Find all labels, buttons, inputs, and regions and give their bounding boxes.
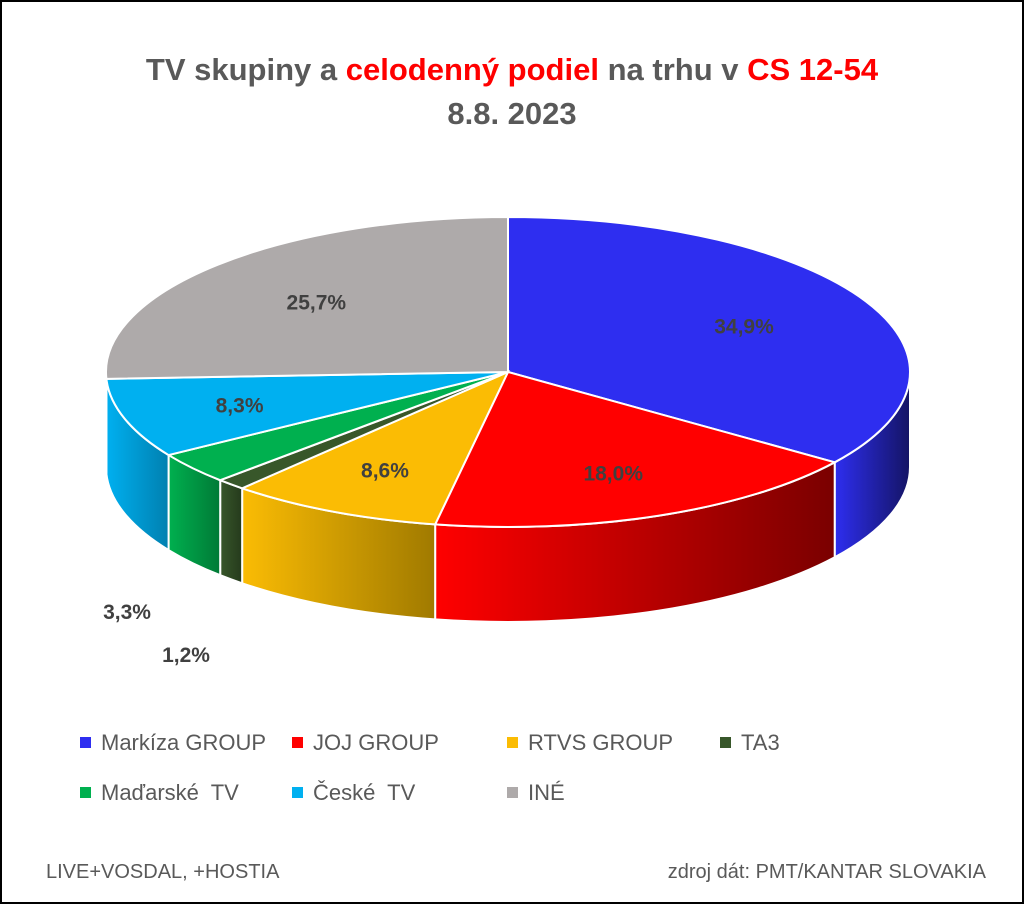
pie-slice-ceske-tv	[105, 371, 509, 457]
footer-source: zdroj dát: PMT/KANTAR SLOVAKIA	[667, 861, 986, 883]
pie-sides	[105, 371, 911, 623]
legend-swatch	[720, 736, 731, 748]
legend-swatch	[292, 736, 303, 748]
legend-label: Maďarské TV	[101, 780, 239, 805]
data-label-rtvs-group: 8,6%	[361, 460, 409, 483]
legend-label: Markíza GROUP	[101, 730, 267, 755]
pie-labels: 34,9% 18,0% 8,6% 1,2% 3,3% 8,3% 25,7%	[103, 291, 774, 667]
pie-slice-ine	[105, 215, 509, 380]
pie-slice-joj-group	[433, 370, 838, 528]
legend-item-ceske-tv: České TV	[292, 778, 415, 808]
data-label-markiza-group: 34,9%	[714, 315, 774, 338]
legend-label: JOJ GROUP	[313, 730, 439, 755]
data-label-ta3: 1,2%	[162, 644, 210, 667]
title-part-2-highlight: celodenný podiel	[345, 52, 599, 87]
legend-item-rtvs-group: RTVS GROUP	[507, 728, 673, 758]
pie-side-ta3	[219, 478, 244, 585]
legend-swatch	[507, 736, 518, 748]
legend-item-joj-group: JOJ GROUP	[292, 728, 439, 758]
legend-item-markiza-group: Markíza GROUP	[80, 728, 266, 758]
data-label-madarske-tv: 3,3%	[103, 601, 151, 624]
legend-item-ta3: TA3	[720, 728, 780, 758]
legend-item-madarske-tv: Maďarské TV	[80, 778, 239, 808]
chart-subtitle: 8.8. 2023	[447, 96, 577, 131]
pie-tops	[105, 215, 911, 528]
legend-swatch	[507, 786, 518, 798]
legend-swatch	[80, 736, 91, 748]
legend-label: TA3	[741, 730, 780, 755]
data-label-joj-group: 18,0%	[583, 463, 643, 486]
data-label-ceske-tv: 8,3%	[216, 395, 264, 418]
legend-swatch	[80, 786, 91, 798]
legend-swatch	[292, 786, 303, 798]
title-part-3: na trhu v	[598, 52, 748, 87]
legend-label: INÉ	[528, 780, 565, 805]
pie-slice-markiza-group	[507, 215, 911, 464]
legend-item-ine: INÉ	[507, 778, 565, 808]
legend-label: České TV	[313, 780, 416, 805]
data-label-ine: 25,7%	[287, 291, 347, 314]
legend-label: RTVS GROUP	[528, 730, 674, 755]
chart-title: TV skupiny a celodenný podiel na trhu v …	[2, 50, 1022, 90]
pie-slice-rtvs-group	[239, 370, 511, 526]
title-part-1: TV skupiny a	[145, 52, 346, 87]
title-part-4-highlight: CS 12-54	[747, 52, 879, 87]
footer-left-note: LIVE+VOSDAL, +HOSTIA	[46, 861, 280, 883]
